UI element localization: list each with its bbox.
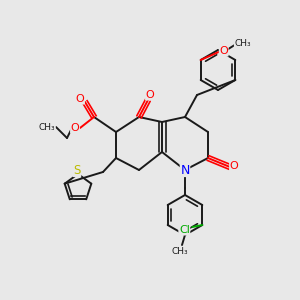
Text: S: S	[73, 164, 81, 176]
Text: O: O	[70, 123, 80, 133]
Text: Cl: Cl	[179, 225, 190, 235]
Text: CH₃: CH₃	[39, 124, 55, 133]
Text: O: O	[146, 90, 154, 100]
Text: N: N	[180, 164, 190, 176]
Text: CH₃: CH₃	[172, 247, 188, 256]
Text: O: O	[219, 46, 228, 56]
Text: CH₃: CH₃	[234, 40, 251, 49]
Text: O: O	[76, 94, 84, 104]
Text: O: O	[230, 161, 238, 171]
